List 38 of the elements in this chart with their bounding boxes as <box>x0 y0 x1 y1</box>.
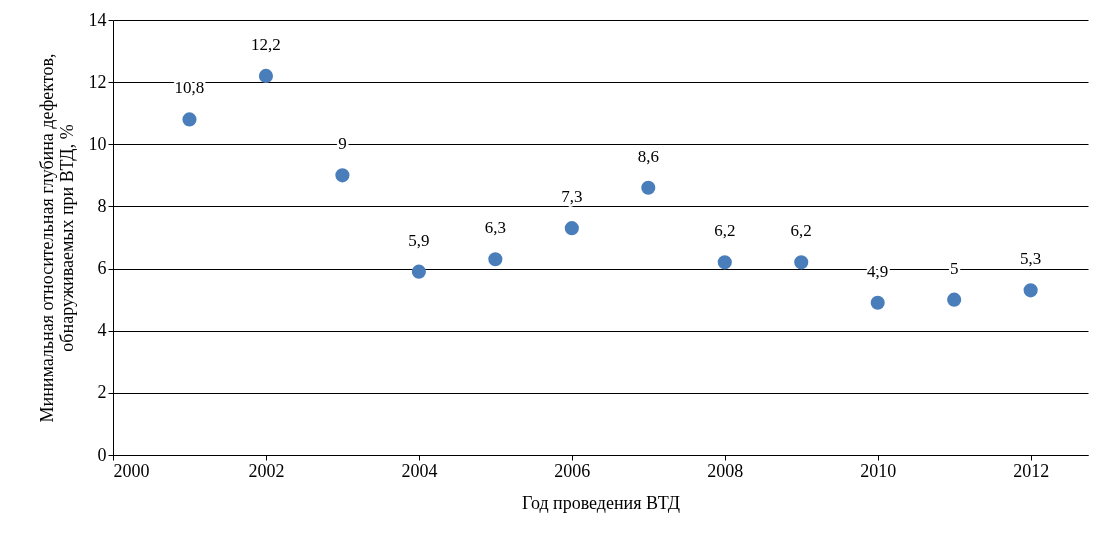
data-label: 6,3 <box>484 218 506 238</box>
point <box>870 295 885 310</box>
y-tick-label: 12 <box>88 71 107 92</box>
data-label: 7,3 <box>561 187 583 207</box>
point <box>717 255 732 270</box>
data-label: 5,9 <box>408 230 430 250</box>
x-tick-label: 2000 <box>113 460 150 481</box>
y-tick-label: 4 <box>97 320 107 341</box>
data-label: 6,2 <box>714 221 736 241</box>
x-tick-label: 2010 <box>860 460 897 481</box>
x-tick-label: 2002 <box>248 460 285 481</box>
data-label: 6,2 <box>790 221 812 241</box>
x-tick-label: 2012 <box>1013 460 1050 481</box>
point <box>258 68 274 83</box>
x-tick-label: 2008 <box>707 460 744 481</box>
point <box>947 292 962 307</box>
data-label: 5,3 <box>1020 249 1042 269</box>
data-label: 8,6 <box>637 146 659 166</box>
y-tick-label: 6 <box>97 258 107 279</box>
y-tick-label: 14 <box>88 9 107 30</box>
y-tick-label: 8 <box>97 195 107 216</box>
point <box>641 180 656 195</box>
point <box>1023 283 1038 298</box>
point <box>488 252 503 267</box>
point <box>182 112 197 127</box>
data-label: 12,2 <box>251 34 281 54</box>
x-tick-label: 2004 <box>401 460 438 481</box>
point <box>335 168 350 183</box>
point <box>564 221 579 236</box>
point <box>794 255 809 270</box>
x-tick-label: 2006 <box>554 460 591 481</box>
x-axis-title: Год проведения ВТД <box>522 492 680 513</box>
y-tick-label: 2 <box>97 382 107 403</box>
data-label: 10,8 <box>174 78 205 98</box>
y-tick-label: 0 <box>97 444 107 465</box>
y-axis-title: Минимальная относительная глубина дефектов, обнаруживаемых при ВТД, % <box>36 53 77 423</box>
point <box>411 264 426 279</box>
y-tick-label: 10 <box>88 133 107 154</box>
